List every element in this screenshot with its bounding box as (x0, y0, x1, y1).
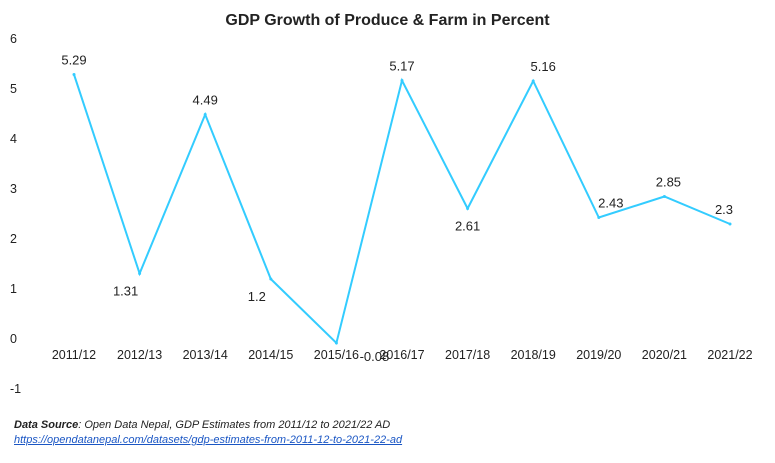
x-tick-label: 2016/17 (379, 348, 424, 362)
series-line (73, 74, 731, 345)
x-tick-label: 2017/18 (445, 348, 490, 362)
data-point (138, 272, 142, 275)
data-label: 1.31 (113, 284, 138, 299)
data-label: 2.3 (715, 202, 733, 217)
data-label: 5.17 (389, 59, 414, 74)
y-tick-label: 3 (10, 182, 17, 196)
line-chart: 6 5 4 3 2 1 0 -1 2011/12 2012/13 2013/14 2014/15 201… (10, 32, 753, 396)
data-point (728, 222, 732, 226)
data-point (531, 79, 535, 83)
data-point (72, 73, 76, 76)
data-point (269, 277, 273, 281)
x-tick-label: 2018/19 (511, 348, 556, 362)
data-label: -0.08 (360, 349, 390, 364)
data-source: Data Source: Open Data Nepal, GDP Estima… (14, 418, 402, 448)
data-point (466, 207, 470, 210)
x-tick-label: 2013/14 (183, 348, 228, 362)
data-label: 1.2 (248, 289, 266, 304)
x-tick-label: 2019/20 (576, 348, 621, 362)
y-tick-label: 4 (10, 132, 17, 146)
data-source-label: Data Source (14, 419, 79, 431)
data-label: 2.61 (455, 219, 480, 234)
x-tick-label: 2012/13 (117, 348, 162, 362)
x-tick-label: 2015/16 (314, 348, 359, 362)
data-label: 2.43 (598, 196, 623, 211)
data-label: 2.85 (656, 175, 681, 190)
x-tick-label: 2011/12 (52, 348, 96, 362)
y-tick-label: 0 (10, 332, 17, 346)
y-tick-label: 1 (10, 282, 17, 296)
data-label: 5.16 (531, 59, 556, 74)
data-label: 5.29 (61, 53, 86, 68)
y-tick-label: -1 (10, 382, 21, 396)
data-source-link[interactable]: https://opendatanepal.com/datasets/gdp-e… (14, 434, 403, 446)
data-source-text: : Open Data Nepal, GDP Estimates from 20… (78, 419, 391, 431)
data-point (203, 113, 207, 116)
y-tick-label: 2 (10, 232, 17, 246)
data-point (662, 195, 666, 198)
chart-title: GDP Growth of Produce & Farm in Percent (225, 12, 550, 29)
y-tick-label: 5 (10, 82, 17, 96)
data-label: 4.49 (193, 93, 218, 108)
x-tick-label: 2020/21 (642, 348, 687, 362)
data-point (597, 216, 601, 219)
x-tick-label: 2014/15 (248, 348, 293, 362)
data-point (334, 341, 338, 345)
y-tick-label: 6 (10, 32, 17, 46)
data-point (400, 79, 404, 82)
x-tick-label: 2021/22 (707, 348, 752, 362)
